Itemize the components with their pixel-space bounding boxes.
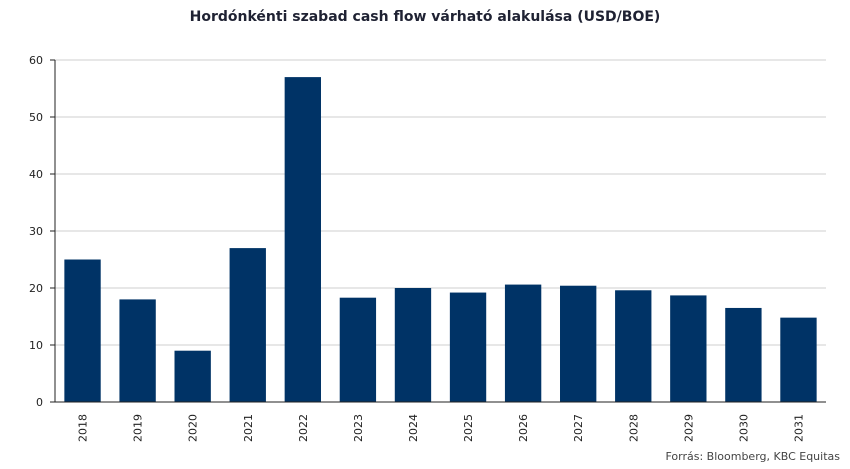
- axes: [50, 59, 826, 403]
- bar-2029: [670, 295, 707, 402]
- bars: [64, 77, 817, 402]
- x-tick-label: 2021: [242, 414, 255, 442]
- x-tick-label: 2019: [132, 414, 145, 442]
- y-tick-label: 30: [29, 225, 43, 238]
- x-tick-label: 2022: [297, 414, 310, 442]
- bar-2026: [504, 284, 542, 402]
- bar-2030: [725, 307, 762, 402]
- y-tick-label: 10: [29, 339, 43, 352]
- x-tick-label: 2029: [682, 414, 695, 442]
- bar-2031: [780, 317, 817, 402]
- x-tick-label: 2030: [737, 414, 750, 442]
- x-tick-label: 2018: [77, 414, 90, 442]
- x-tick-label: 2025: [462, 414, 475, 442]
- bar-2027: [560, 285, 597, 402]
- x-tick-label: 2023: [352, 414, 365, 442]
- y-tick-label: 50: [29, 111, 43, 124]
- bar-2022: [284, 77, 321, 402]
- y-tick-label: 60: [29, 54, 43, 67]
- x-tick-label: 2027: [572, 414, 585, 442]
- bar-2023: [339, 297, 377, 402]
- y-tick-label: 40: [29, 168, 43, 181]
- gridlines: [55, 59, 826, 346]
- bar-2025: [449, 292, 487, 402]
- y-axis-ticks: 0 10 20 30 40 50 60: [29, 54, 43, 409]
- x-tick-label: 2024: [407, 414, 420, 442]
- bar-2020: [174, 350, 211, 402]
- bar-2021: [229, 248, 266, 402]
- x-tick-label: 2028: [627, 414, 640, 442]
- x-tick-label: 2031: [792, 414, 805, 442]
- bar-2019: [119, 299, 156, 402]
- bar-2024: [394, 288, 432, 402]
- x-axis-ticks: 2018 2019 2020 2021 2022 2023 2024 2025 2026 2027…: [77, 414, 806, 442]
- y-tick-label: 20: [29, 282, 43, 295]
- bar-2018: [64, 259, 101, 402]
- bar-2028: [615, 290, 652, 402]
- chart-title: Hordónkénti szabad cash flow várható ala…: [189, 9, 661, 25]
- x-tick-label: 2026: [517, 414, 530, 442]
- y-tick-label: 0: [36, 396, 43, 409]
- source-note: Forrás: Bloomberg, KBC Equitas: [665, 450, 840, 463]
- x-tick-label: 2020: [187, 414, 200, 442]
